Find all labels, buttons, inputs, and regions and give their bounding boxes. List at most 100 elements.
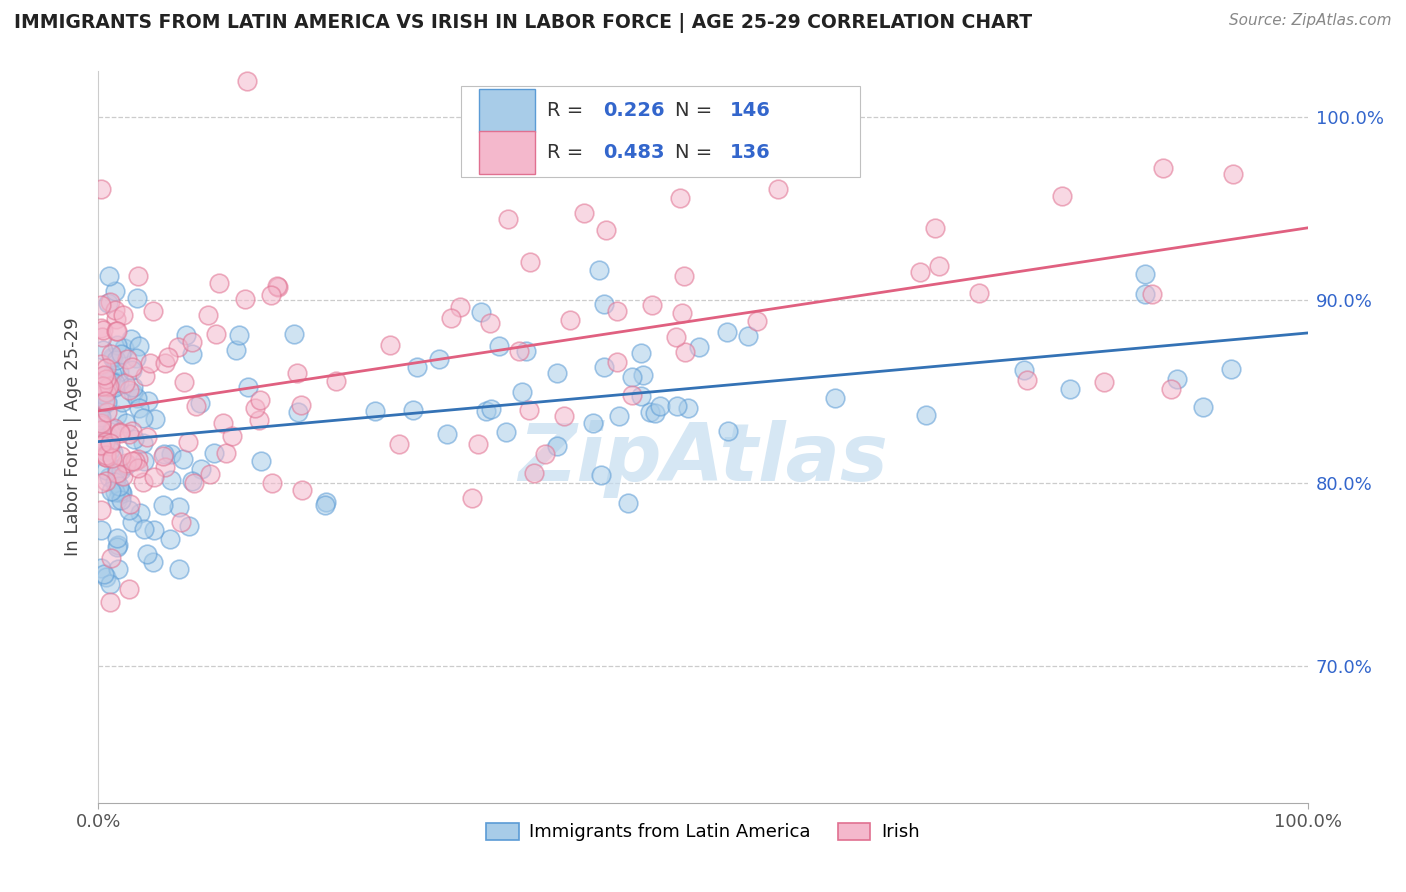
Point [104, 475, 127, 490]
Point [671, 305, 693, 319]
Point [467, 437, 489, 451]
Point [581, 417, 603, 431]
Point [166, 340, 188, 354]
Point [139, 356, 162, 370]
Point [94, 435, 117, 450]
Point [156, 350, 179, 364]
Point [479, 401, 502, 416]
Point [110, 449, 132, 463]
Point [153, 356, 176, 370]
Point [427, 352, 450, 367]
Point [617, 496, 640, 510]
Point [737, 329, 759, 343]
Point [90, 524, 112, 538]
Point [136, 394, 159, 409]
Point [112, 469, 135, 483]
Point [91, 343, 114, 358]
Point [1133, 267, 1156, 281]
Point [94, 450, 117, 464]
Point [129, 506, 152, 520]
Point [114, 376, 136, 390]
Point [153, 459, 176, 474]
Point [108, 365, 131, 379]
Point [100, 367, 122, 381]
Point [93, 368, 115, 382]
Point [519, 255, 541, 269]
Point [121, 385, 143, 400]
Point [665, 329, 688, 343]
Point [1160, 383, 1182, 397]
Point [98, 269, 121, 284]
Point [103, 421, 125, 435]
Point [132, 410, 155, 425]
Point [236, 73, 259, 87]
Point [211, 416, 233, 430]
Point [247, 413, 270, 427]
Point [215, 445, 238, 459]
Point [124, 454, 146, 468]
Point [589, 467, 612, 482]
Point [236, 379, 259, 393]
Point [181, 335, 204, 350]
Point [98, 295, 121, 310]
Point [440, 311, 463, 326]
Point [315, 495, 337, 509]
Point [105, 338, 128, 352]
Point [174, 327, 197, 342]
Point [122, 380, 145, 394]
Point [184, 399, 207, 413]
Point [620, 370, 643, 384]
Point [121, 359, 143, 374]
Text: Source: ZipAtlas.com: Source: ZipAtlas.com [1229, 13, 1392, 29]
Point [90, 423, 112, 437]
Point [98, 577, 121, 591]
Point [101, 451, 124, 466]
Point [90, 423, 112, 437]
Point [640, 405, 662, 419]
Point [1050, 189, 1073, 203]
Point [94, 394, 117, 409]
Point [90, 438, 112, 452]
Point [172, 452, 194, 467]
Point [90, 357, 112, 371]
Point [402, 403, 425, 417]
Point [1012, 362, 1035, 376]
Point [607, 409, 630, 424]
Point [90, 416, 112, 430]
Text: 0.226: 0.226 [603, 101, 664, 120]
FancyBboxPatch shape [479, 89, 534, 132]
Point [267, 280, 290, 294]
Legend: Immigrants from Latin America, Irish: Immigrants from Latin America, Irish [479, 815, 927, 848]
Point [665, 399, 688, 413]
Point [595, 223, 617, 237]
Point [127, 291, 149, 305]
Point [233, 292, 256, 306]
Point [225, 343, 247, 357]
Point [94, 474, 117, 488]
Text: 136: 136 [730, 144, 770, 162]
Point [152, 449, 174, 463]
Point [105, 353, 128, 368]
Point [388, 437, 411, 451]
Point [90, 182, 112, 196]
Point [572, 206, 595, 220]
FancyBboxPatch shape [479, 131, 534, 174]
Point [495, 425, 517, 439]
Point [94, 450, 117, 464]
Point [107, 562, 129, 576]
Point [107, 461, 129, 475]
Point [90, 320, 112, 334]
Point [127, 460, 149, 475]
Point [716, 325, 738, 339]
Point [314, 498, 336, 512]
Point [1092, 376, 1115, 390]
Point [167, 561, 190, 575]
Point [221, 429, 243, 443]
Point [128, 338, 150, 352]
Point [90, 409, 112, 424]
Point [243, 401, 266, 415]
Point [93, 388, 115, 402]
Point [250, 453, 273, 467]
Point [508, 343, 530, 358]
Point [104, 380, 127, 394]
